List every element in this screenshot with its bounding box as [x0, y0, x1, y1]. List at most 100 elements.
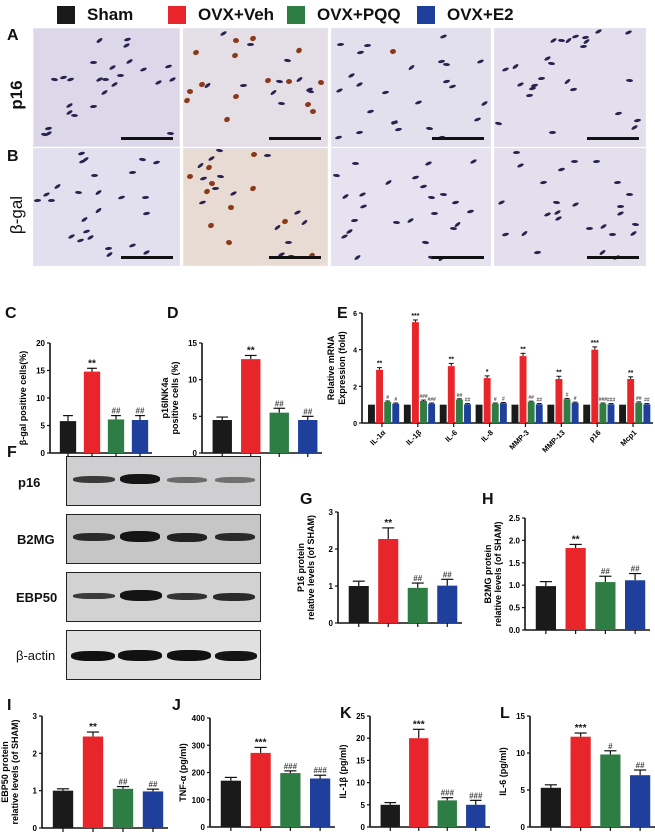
significance-marker: ##	[119, 778, 128, 787]
significance-marker: #	[566, 392, 569, 398]
cell-nucleus	[411, 175, 419, 181]
cell-nucleus	[206, 222, 215, 230]
cell-nucleus	[346, 227, 354, 235]
y-axis-label: relative levels (of SHAM)	[10, 719, 20, 824]
cell-nucleus	[363, 43, 371, 48]
cell-nucleus	[454, 220, 462, 228]
western-blot-b2mg	[66, 514, 261, 564]
blot-label-ebp50: EBP50	[16, 590, 58, 605]
blot-band	[167, 477, 207, 483]
cell-nucleus	[336, 87, 344, 93]
significance-marker: ##	[644, 398, 650, 404]
cell-nucleus	[480, 100, 488, 107]
significance-marker: **	[628, 370, 634, 377]
y-tick-label: 5	[193, 412, 198, 421]
cell-nucleus	[94, 207, 102, 215]
cell-nucleus	[168, 76, 177, 83]
significance-marker: ##	[112, 407, 121, 416]
cell-nucleus	[440, 192, 448, 196]
bar-ovx-pqq	[455, 399, 463, 423]
bar-sham	[583, 404, 591, 423]
cell-nucleus	[227, 204, 235, 210]
cell-nucleus	[617, 210, 625, 216]
y-tick-label: 0	[329, 619, 334, 628]
bar-chart-k: 0 5 10 15 20 25 *** ### ### IL-1β (pg/ml)	[338, 712, 490, 832]
cell-nucleus	[247, 42, 255, 46]
bar-ovx-pqq	[407, 587, 428, 623]
significance-marker: #	[608, 742, 613, 751]
cell-nucleus	[495, 121, 503, 126]
row-label-beta-gal: β-gal	[7, 195, 26, 235]
x-tick-label: IL-8	[479, 428, 495, 444]
bar-ovx-pqq	[437, 800, 457, 827]
bar-ovx-e2	[131, 420, 149, 453]
bar-ovx-e2	[464, 404, 471, 423]
bar-ovx-veh	[483, 378, 491, 423]
cell-nucleus	[469, 158, 478, 165]
cell-nucleus	[78, 159, 87, 165]
y-tick-label: 15	[36, 367, 45, 376]
cell-nucleus	[295, 76, 304, 83]
cell-nucleus	[579, 44, 587, 49]
legend-swatch	[417, 6, 435, 24]
bar-sham	[547, 404, 555, 423]
significance-marker: ###	[441, 789, 455, 798]
cell-nucleus	[439, 33, 448, 39]
cell-nucleus	[442, 62, 451, 67]
bar-sham	[403, 404, 411, 423]
cell-nucleus	[192, 48, 200, 56]
cell-nucleus	[632, 223, 640, 227]
significance-marker: ###	[313, 766, 327, 775]
bar-ovx-veh	[241, 359, 261, 453]
cell-nucleus	[525, 93, 533, 98]
cell-nucleus	[424, 160, 433, 167]
cell-nucleus	[196, 161, 204, 169]
bar-ovx-pqq	[563, 399, 571, 423]
cell-nucleus	[128, 170, 137, 175]
cell-nucleus	[53, 183, 62, 190]
y-tick-label: 200	[192, 769, 206, 778]
bar-ovx-veh	[376, 369, 383, 423]
y-tick-label: 100	[192, 796, 206, 805]
y-tick-label: 400	[192, 714, 206, 723]
cell-nucleus	[582, 38, 591, 45]
cell-nucleus	[543, 55, 552, 61]
blot-band	[167, 650, 211, 661]
y-tick-label: 0	[361, 823, 366, 832]
cell-nucleus	[264, 76, 272, 84]
y-tick-label: 3	[33, 712, 38, 721]
significance-marker: **	[556, 369, 562, 376]
bar-ovx-veh	[570, 736, 591, 827]
y-axis-label: B2MG protein	[483, 544, 493, 603]
legend-label: OVX+E2	[447, 5, 514, 24]
cell-nucleus	[81, 216, 89, 224]
bar-ovx-e2	[142, 791, 164, 828]
y-tick-label: 5	[41, 422, 46, 431]
significance-marker: ##	[536, 398, 542, 404]
significance-marker: ###	[419, 394, 428, 400]
cell-nucleus	[420, 184, 428, 189]
significance-marker: ##	[149, 780, 158, 789]
bar-chart-d: 0 5 10 15 ** ## ## p16INK4a positive cells (%)	[160, 339, 322, 458]
cell-nucleus	[273, 224, 282, 232]
western-blot-beta-actin	[66, 630, 261, 680]
cell-nucleus	[123, 42, 131, 49]
cell-nucleus	[34, 198, 42, 202]
cell-nucleus	[512, 63, 520, 70]
cell-nucleus	[75, 191, 83, 195]
bar-ovx-e2	[571, 402, 579, 423]
x-tick-label: Mcp1	[619, 428, 639, 448]
cell-nucleus	[317, 79, 324, 85]
cell-nucleus	[430, 212, 438, 216]
cell-nucleus	[595, 29, 603, 35]
cell-nucleus	[154, 79, 163, 86]
y-tick-label: 1	[33, 787, 38, 796]
cell-nucleus	[554, 216, 563, 222]
cell-nucleus	[428, 195, 436, 200]
bar-ovx-pqq	[107, 419, 125, 453]
bar-ovx-veh	[591, 349, 599, 423]
y-tick-label: 0	[353, 421, 357, 428]
y-tick-label: 0	[33, 824, 38, 833]
y-axis-label: IL-6 (pg/ml)	[498, 747, 508, 796]
